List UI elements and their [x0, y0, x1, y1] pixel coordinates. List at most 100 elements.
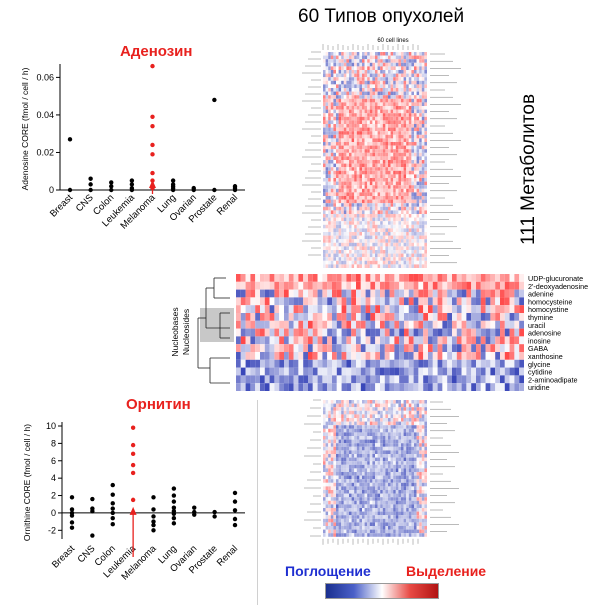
heatmap-cell [385, 490, 388, 494]
heatmap-cell [341, 305, 347, 313]
heatmap-cell [395, 468, 399, 472]
heatmap-cell [382, 508, 386, 512]
heatmap-cell [298, 383, 304, 391]
heatmap-cell [346, 142, 349, 146]
heatmap-cell [403, 167, 407, 171]
heatmap-cell [354, 454, 357, 458]
heatmap-cell [428, 359, 433, 368]
heatmap-cell [341, 367, 347, 376]
heatmap-cell [413, 383, 419, 391]
heatmap-cell [351, 274, 356, 282]
heatmap-cell [365, 336, 371, 345]
heatmap-cell [424, 127, 427, 132]
heatmap-cell [362, 113, 365, 117]
heatmap-cell [414, 464, 417, 469]
heatmap-cell [495, 336, 500, 345]
heatmap-cell [416, 504, 420, 508]
heatmap-cell [332, 281, 337, 290]
heatmap-cell [406, 113, 409, 117]
heatmap-cell [377, 120, 381, 124]
heatmap-cell [354, 156, 357, 160]
heatmap-cell [476, 375, 481, 384]
heatmap-cell [351, 260, 355, 265]
heatmap-cell [343, 482, 347, 487]
heatmap-cell [377, 210, 381, 214]
heatmap-cell [424, 203, 427, 207]
heatmap-cell [428, 320, 433, 329]
heatmap-cell [375, 239, 378, 243]
heatmap-cell [293, 305, 299, 313]
heatmap-cell [322, 281, 328, 290]
heatmap-cell [377, 253, 381, 258]
heatmap-cell [372, 410, 375, 415]
heatmap-cell [349, 59, 352, 63]
heatmap-cell [385, 432, 388, 436]
heatmap-cell [351, 160, 355, 164]
heatmap-cell [399, 328, 404, 337]
heatmap-cell [398, 493, 401, 498]
heatmap-cell [338, 511, 342, 516]
heatmap-cell [416, 52, 420, 56]
heatmap-cell [338, 457, 342, 462]
data-point [171, 486, 177, 491]
heatmap-cell [419, 102, 422, 106]
heatmap-cell [408, 88, 412, 92]
heatmap-cell [356, 403, 360, 408]
heatmap-cell [255, 352, 260, 360]
heatmap-cell [377, 80, 381, 85]
heatmap-cell [279, 336, 284, 345]
heatmap-cell [369, 149, 373, 153]
heatmap-cell [377, 500, 381, 505]
heatmap-cell [333, 464, 336, 469]
heatmap-cell [380, 479, 383, 483]
heatmap-cell [452, 336, 457, 345]
heatmap-cell [333, 210, 336, 214]
heatmap-cell [325, 203, 329, 207]
heatmap-cell [359, 134, 362, 139]
heatmap-cell [338, 192, 342, 196]
heatmap-cell [351, 224, 355, 229]
heatmap-cell [411, 52, 414, 56]
heatmap-cell [323, 454, 326, 458]
heatmap-cell [346, 407, 349, 411]
heatmap-cell [367, 253, 370, 258]
heatmap-cell [390, 217, 394, 222]
heatmap-cell [388, 454, 391, 458]
heatmap-cell [408, 66, 412, 70]
heatmap-cell [428, 352, 433, 360]
heatmap-cell [401, 264, 404, 268]
heatmap-cell [330, 196, 334, 200]
heatmap-cell [349, 91, 352, 96]
heatmap-cell [369, 113, 373, 117]
heatmap-cell [480, 281, 486, 290]
heatmap-cell [356, 253, 360, 258]
heatmap-cell [330, 188, 334, 193]
heatmap-cell [325, 257, 329, 261]
heatmap-cell [380, 116, 383, 121]
heatmap-cell [336, 260, 339, 265]
heatmap-cell [395, 206, 399, 211]
metabolite-label: 2-aminoadipate [528, 375, 578, 384]
heatmap-cell [325, 152, 329, 157]
heatmap-cell [323, 235, 326, 240]
heatmap-cell [404, 281, 409, 290]
heatmap-cell [398, 425, 401, 429]
heatmap-cell [390, 95, 394, 99]
heatmap-cell [328, 134, 331, 139]
heatmap-cell [395, 170, 399, 175]
heatmap-cell [390, 475, 394, 480]
heatmap-cell [395, 410, 399, 415]
heatmap-cell [351, 450, 355, 454]
heatmap-cell [432, 281, 438, 290]
heatmap-cell [380, 522, 383, 526]
heatmap-cell [385, 199, 388, 204]
heatmap-cell [351, 432, 355, 436]
heatmap-cell [382, 145, 386, 150]
heatmap-cell [403, 131, 407, 135]
heatmap-cell [346, 281, 352, 290]
heatmap-cell [356, 239, 360, 243]
heatmap-cell [424, 185, 427, 189]
heatmap-cell [343, 181, 347, 186]
heatmap-cell [362, 156, 365, 160]
heatmap-cell [375, 305, 380, 313]
